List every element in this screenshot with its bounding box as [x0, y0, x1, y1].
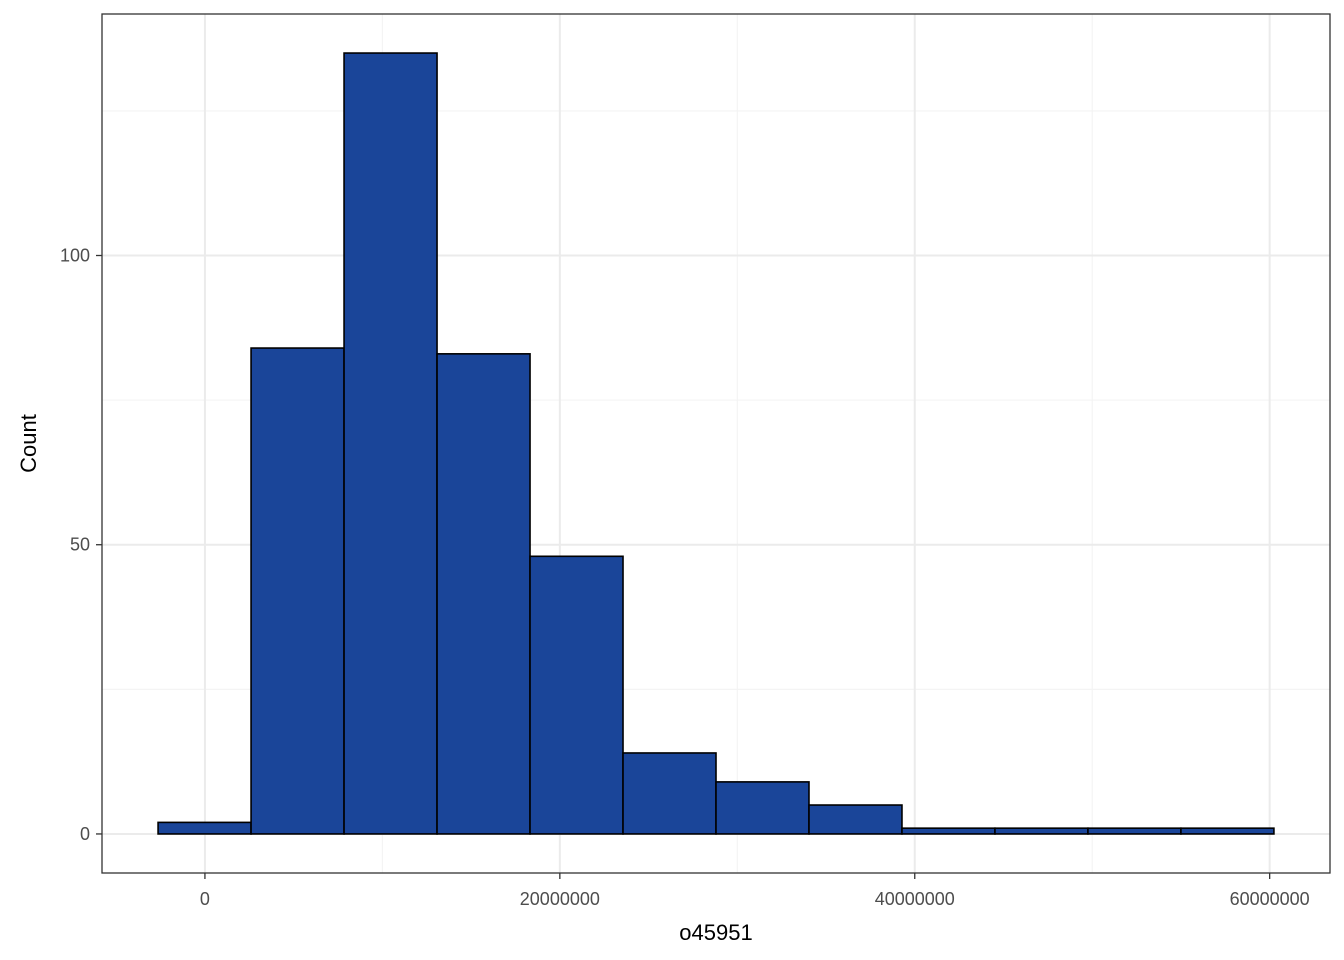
histogram-bar: [529, 555, 624, 835]
histogram-bar: [436, 353, 531, 835]
panel-border: [101, 13, 1331, 874]
histogram-bars: [157, 52, 1275, 835]
histogram-bar: [622, 752, 717, 835]
histogram-bar: [157, 821, 252, 835]
histogram-bar: [715, 781, 810, 835]
histogram-bar: [1180, 827, 1275, 835]
x-tick-label: 40000000: [875, 889, 955, 909]
x-tick-label: 20000000: [520, 889, 600, 909]
histogram-bar: [1087, 827, 1182, 835]
histogram-bar: [343, 52, 438, 835]
axis-ticks: 0 20000000 40000000 60000000 0 50 100: [60, 246, 1310, 909]
x-tick-label: 60000000: [1230, 889, 1310, 909]
y-tick-label: 0: [80, 824, 90, 844]
histogram-bar: [250, 347, 345, 835]
x-axis-title: o45951: [679, 920, 752, 945]
histogram-bar: [994, 827, 1089, 835]
y-tick-label: 100: [60, 246, 90, 266]
y-tick-label: 50: [70, 535, 90, 555]
histogram-bar: [901, 827, 996, 835]
y-axis-title: Count: [16, 414, 41, 473]
x-tick-label: 0: [200, 889, 210, 909]
histogram-bar: [808, 804, 903, 835]
